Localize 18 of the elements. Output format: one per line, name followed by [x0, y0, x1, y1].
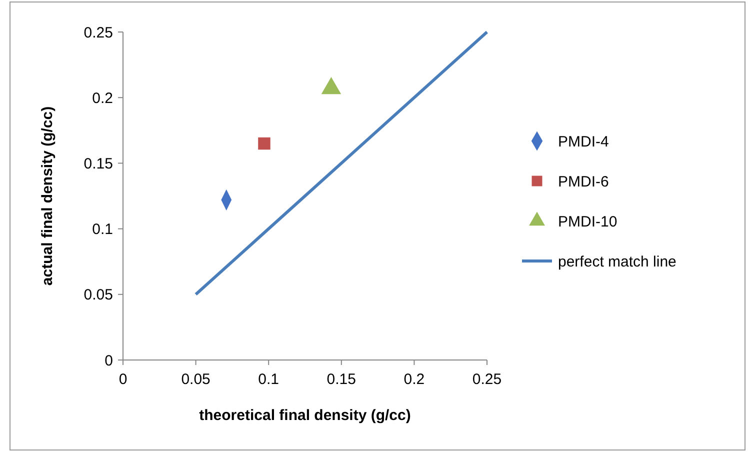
x-tick-label: 0.2: [404, 371, 425, 388]
legend-label: PMDI-6: [558, 173, 609, 190]
legend-label: PMDI-10: [558, 213, 618, 230]
x-tick-label: 0.1: [258, 371, 280, 388]
y-tick-label: 0.2: [92, 90, 113, 107]
y-tick-label: 0.15: [84, 155, 113, 172]
y-tick-label: 0.05: [84, 286, 113, 304]
x-tick-label: 0.15: [326, 371, 356, 388]
y-tick-label: 0.1: [92, 221, 113, 238]
legend-label: PMDI-4: [558, 133, 609, 150]
x-tick-label: 0.25: [472, 371, 502, 388]
y-axis-title: actual final density (g/cc): [39, 106, 56, 286]
y-tick-label: 0.25: [84, 24, 113, 42]
x-axis-title: theoretical final density (g/cc): [199, 407, 411, 424]
x-tick-label: 0.05: [181, 371, 210, 388]
legend-label: perfect match line: [558, 253, 676, 270]
x-tick-label: 0: [118, 371, 128, 388]
y-tick-label: 0: [104, 352, 113, 370]
